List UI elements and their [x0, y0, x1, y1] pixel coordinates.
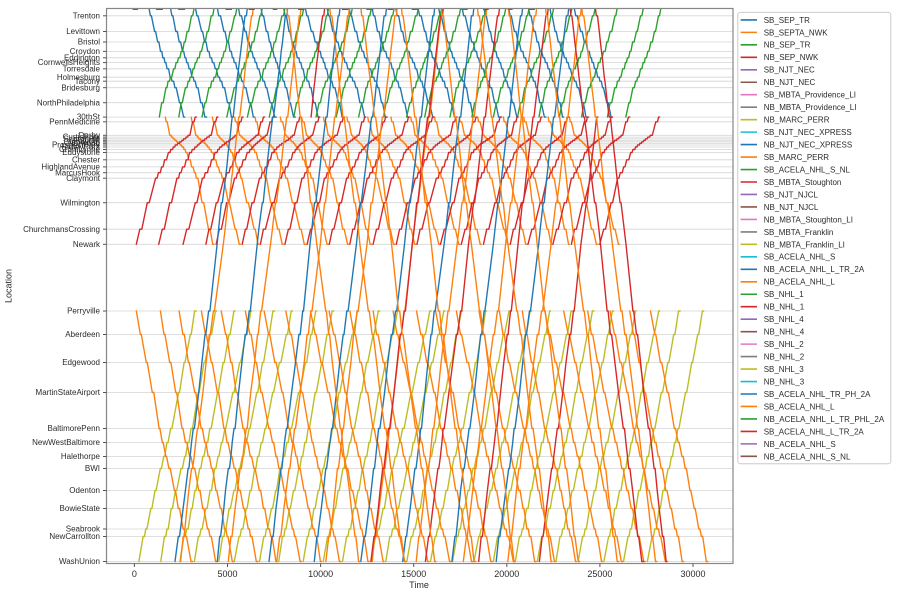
- svg-text:NB_ACELA_NHL_L: NB_ACELA_NHL_L: [764, 278, 836, 287]
- svg-text:NB_NHL_1: NB_NHL_1: [764, 303, 805, 312]
- svg-text:Perryville: Perryville: [67, 307, 100, 316]
- svg-text:15000: 15000: [401, 569, 426, 579]
- svg-text:BaltimorePenn: BaltimorePenn: [48, 424, 100, 433]
- svg-text:RidleyPark: RidleyPark: [61, 143, 101, 152]
- svg-text:NB_ACELA_NHL_S: NB_ACELA_NHL_S: [764, 440, 836, 449]
- svg-text:ProspectPark: ProspectPark: [52, 141, 101, 150]
- svg-text:SB_NHL_4: SB_NHL_4: [764, 315, 805, 324]
- svg-text:MarcusHook: MarcusHook: [55, 168, 101, 177]
- svg-text:Location: Location: [4, 269, 14, 303]
- svg-text:Darby: Darby: [79, 131, 100, 140]
- svg-text:20000: 20000: [494, 569, 519, 579]
- svg-text:NB_ACELA_NHL_L_TR_2A: NB_ACELA_NHL_L_TR_2A: [764, 265, 865, 274]
- svg-text:NB_SEP_TR: NB_SEP_TR: [764, 41, 811, 50]
- svg-text:SB_MBTA_Franklin: SB_MBTA_Franklin: [764, 228, 834, 237]
- svg-text:CrumLynne: CrumLynne: [59, 145, 101, 154]
- svg-text:Wilmington: Wilmington: [60, 198, 100, 207]
- svg-text:SB_SEP_TR: SB_SEP_TR: [764, 16, 810, 25]
- svg-text:NewCarrollton: NewCarrollton: [49, 532, 100, 541]
- svg-text:CurtisPark: CurtisPark: [63, 133, 101, 142]
- svg-text:SB_NHL_2: SB_NHL_2: [764, 340, 805, 349]
- svg-text:NB_MARC_PERR: NB_MARC_PERR: [764, 116, 830, 125]
- svg-text:30thSt: 30thSt: [77, 113, 101, 122]
- svg-text:BWI: BWI: [85, 464, 100, 473]
- svg-text:SB_ACELA_NHL_S_NL: SB_ACELA_NHL_S_NL: [764, 165, 851, 174]
- svg-text:NB_NHL_2: NB_NHL_2: [764, 352, 805, 361]
- svg-text:SB_NHL_3: SB_NHL_3: [764, 365, 805, 374]
- svg-text:HighlandAvenue: HighlandAvenue: [41, 163, 100, 172]
- svg-text:Torresdale: Torresdale: [63, 64, 101, 73]
- svg-text:SharonHill: SharonHill: [63, 134, 100, 143]
- svg-text:Halethorpe: Halethorpe: [61, 452, 101, 461]
- svg-text:NB_ACELA_NHL_L_TR_PHL_2A: NB_ACELA_NHL_L_TR_PHL_2A: [764, 415, 885, 424]
- svg-text:Eddystone: Eddystone: [62, 148, 100, 157]
- svg-text:Norwood: Norwood: [68, 139, 100, 148]
- svg-text:NB_ACELA_NHL_S_NL: NB_ACELA_NHL_S_NL: [764, 452, 851, 461]
- svg-text:Glenolden: Glenolden: [64, 137, 100, 146]
- svg-text:SB_ACELA_NHL_L: SB_ACELA_NHL_L: [764, 402, 835, 411]
- svg-text:10000: 10000: [308, 569, 333, 579]
- svg-text:NB_MBTA_Providence_LI: NB_MBTA_Providence_LI: [764, 103, 857, 112]
- svg-text:SB_ACELA_NHL_TR_PH_2A: SB_ACELA_NHL_TR_PH_2A: [764, 390, 871, 399]
- svg-text:Chester: Chester: [72, 155, 100, 164]
- svg-text:Bridesburg: Bridesburg: [61, 83, 100, 92]
- svg-text:0: 0: [132, 569, 137, 579]
- svg-text:Croydon: Croydon: [70, 47, 100, 56]
- svg-text:SB_NJT_NEC_XPRESS: SB_NJT_NEC_XPRESS: [764, 128, 852, 137]
- svg-text:NB_NJT_NEC_XPRESS: NB_NJT_NEC_XPRESS: [764, 141, 852, 150]
- svg-text:25000: 25000: [587, 569, 612, 579]
- svg-text:NB_SEP_NWK: NB_SEP_NWK: [764, 53, 819, 62]
- svg-text:SB_MBTA_Providence_LI: SB_MBTA_Providence_LI: [764, 91, 856, 100]
- svg-text:5000: 5000: [217, 569, 237, 579]
- svg-text:NB_NJT_NJCL: NB_NJT_NJCL: [764, 203, 819, 212]
- svg-text:Edgewood: Edgewood: [62, 358, 100, 367]
- svg-text:CornwellsHeights: CornwellsHeights: [38, 58, 100, 67]
- svg-text:Folcroft: Folcroft: [73, 136, 100, 145]
- svg-text:NorthPhiladelphia: NorthPhiladelphia: [37, 98, 101, 107]
- svg-text:NB_MBTA_Franklin_LI: NB_MBTA_Franklin_LI: [764, 240, 845, 249]
- svg-text:PennMedicine: PennMedicine: [49, 117, 100, 126]
- svg-text:SB_ACELA_NHL_S: SB_ACELA_NHL_S: [764, 253, 836, 262]
- svg-text:Newark: Newark: [73, 240, 101, 249]
- svg-text:Aberdeen: Aberdeen: [65, 330, 100, 339]
- svg-text:30000: 30000: [680, 569, 705, 579]
- svg-text:Holmesburg: Holmesburg: [57, 73, 100, 82]
- svg-text:Trenton: Trenton: [73, 11, 100, 20]
- svg-text:NB_NJT_NEC: NB_NJT_NEC: [764, 78, 816, 87]
- svg-text:NewWestBaltimore: NewWestBaltimore: [32, 438, 100, 447]
- svg-text:Levittown: Levittown: [66, 27, 100, 36]
- svg-text:Bristol: Bristol: [78, 38, 100, 47]
- svg-text:Tacony: Tacony: [75, 77, 100, 86]
- svg-text:Odenton: Odenton: [69, 486, 100, 495]
- svg-text:ChurchmansCrossing: ChurchmansCrossing: [23, 225, 100, 234]
- svg-text:Claymont: Claymont: [66, 174, 101, 183]
- svg-text:SB_NJT_NJCL: SB_NJT_NJCL: [764, 190, 819, 199]
- svg-text:NB_NHL_3: NB_NHL_3: [764, 377, 805, 386]
- svg-text:WashUnion: WashUnion: [59, 557, 100, 566]
- svg-text:MartinStateAirport: MartinStateAirport: [36, 388, 101, 397]
- svg-text:SB_NHL_1: SB_NHL_1: [764, 290, 805, 299]
- svg-text:NB_MBTA_Stoughton_LI: NB_MBTA_Stoughton_LI: [764, 215, 853, 224]
- svg-text:SB_ACELA_NHL_L_TR_2A: SB_ACELA_NHL_L_TR_2A: [764, 427, 865, 436]
- svg-text:SB_MARC_PERR: SB_MARC_PERR: [764, 153, 830, 162]
- svg-text:Eddington: Eddington: [64, 53, 100, 62]
- svg-text:BowieState: BowieState: [60, 504, 101, 513]
- svg-text:Seabrook: Seabrook: [66, 525, 101, 534]
- svg-text:Time: Time: [409, 580, 429, 590]
- svg-text:SB_NJT_NEC: SB_NJT_NEC: [764, 66, 815, 75]
- svg-text:SB_MBTA_Stoughton: SB_MBTA_Stoughton: [764, 178, 842, 187]
- svg-text:SB_SEPTA_NWK: SB_SEPTA_NWK: [764, 28, 829, 37]
- svg-text:NB_NHL_4: NB_NHL_4: [764, 328, 805, 337]
